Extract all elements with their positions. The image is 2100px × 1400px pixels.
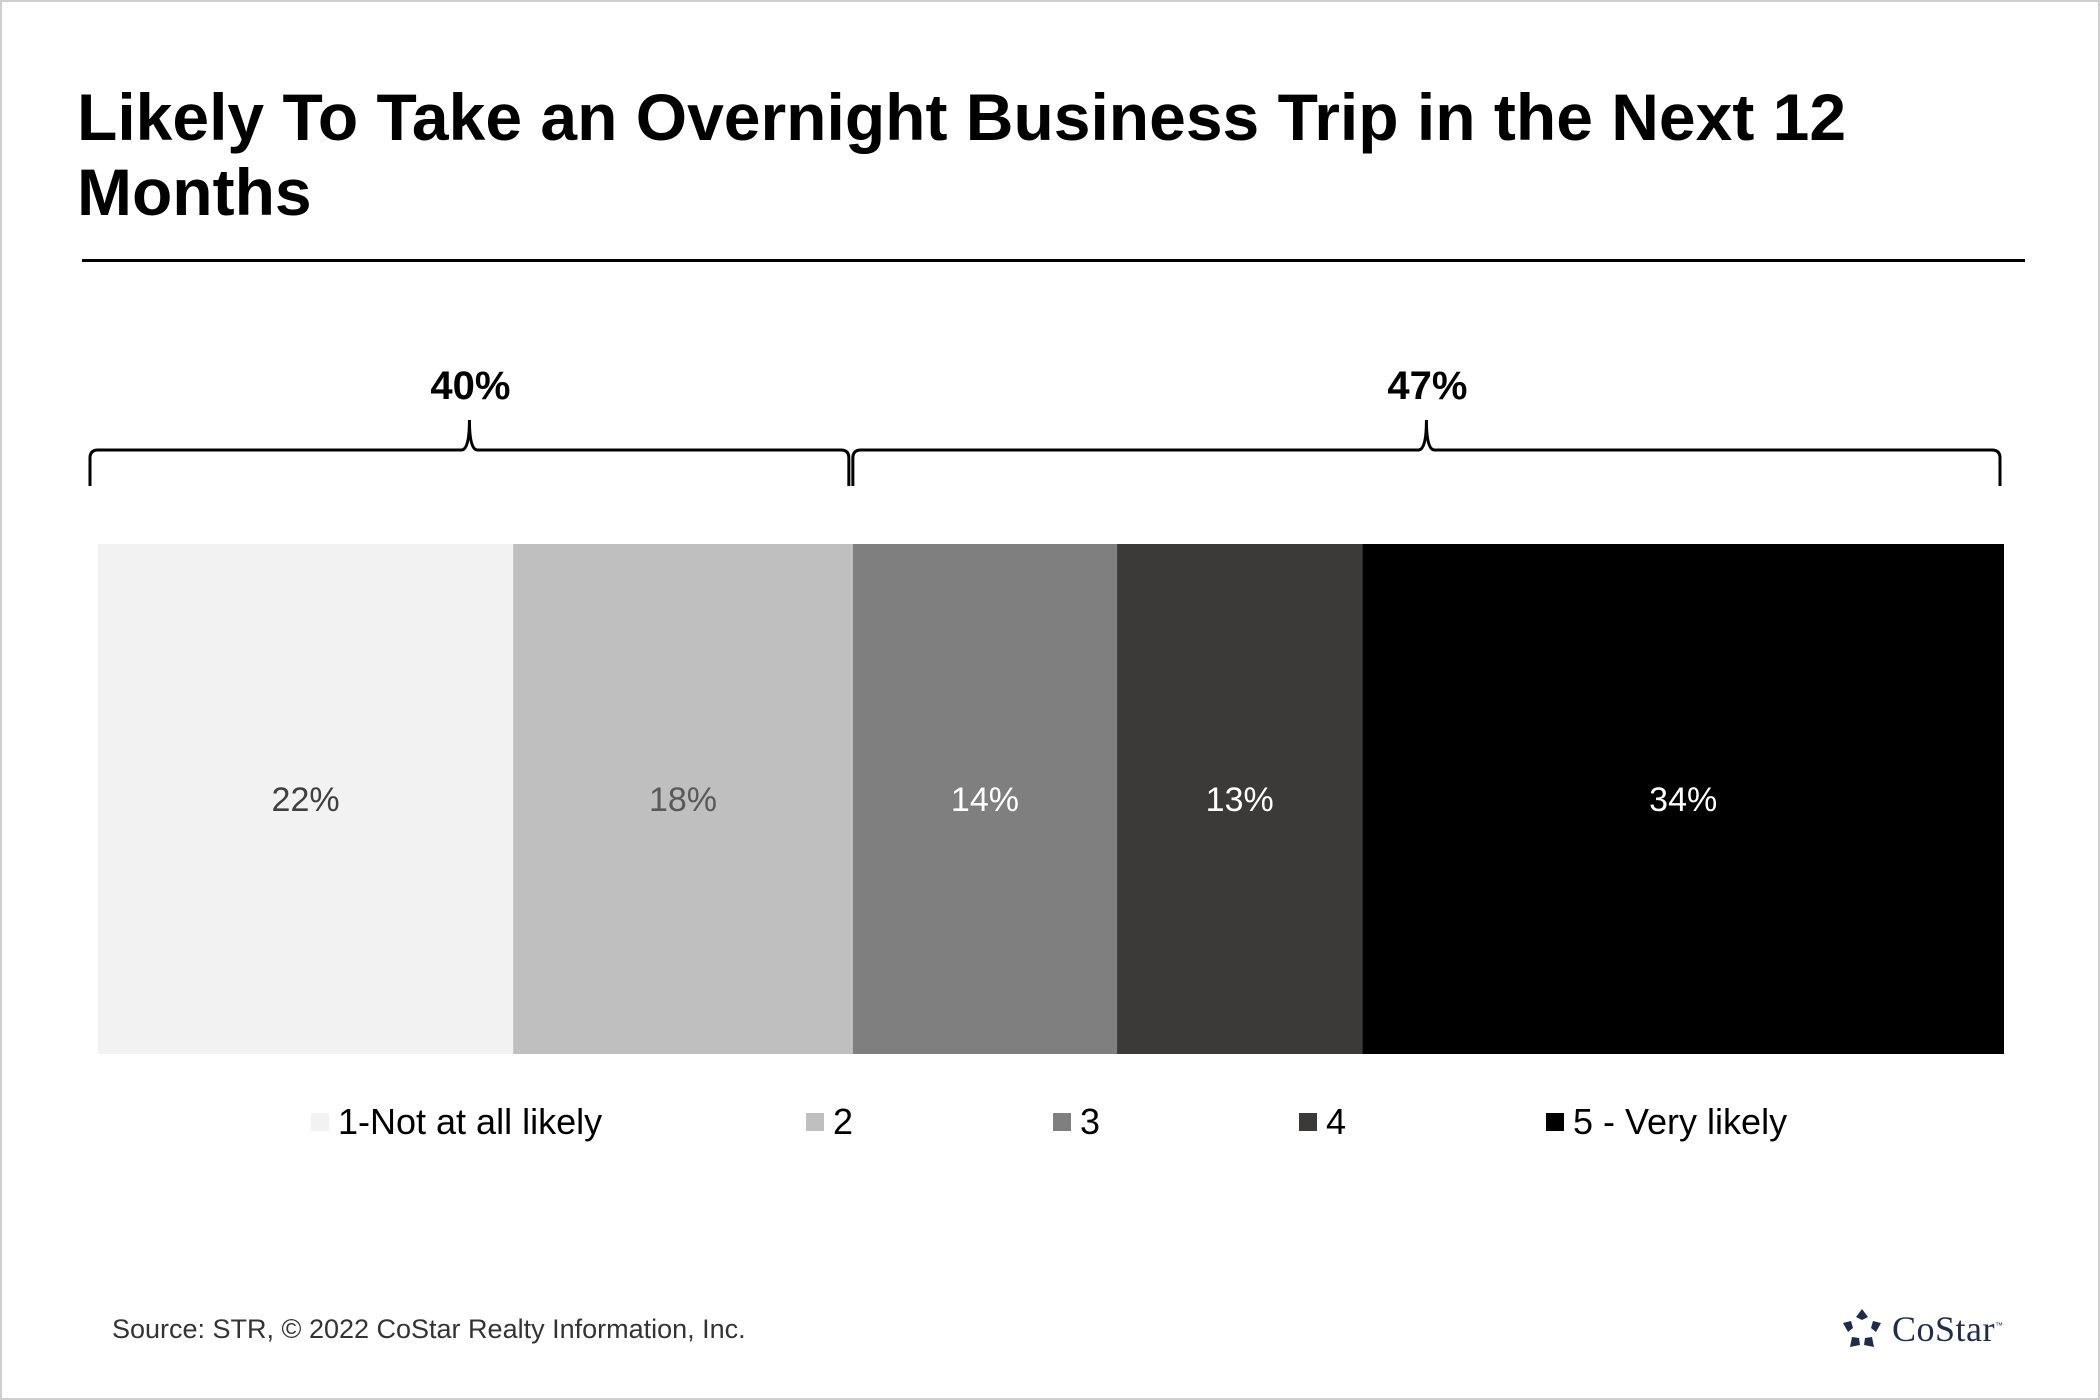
data-label-5: 34% <box>1649 781 1717 819</box>
title-divider <box>82 259 2025 262</box>
legend-label-5: 5 - Very likely <box>1573 1101 1787 1142</box>
legend-label-1: 1-Not at all likely <box>338 1101 602 1142</box>
legend-swatch-4 <box>1299 1113 1317 1131</box>
legend-label-3: 3 <box>1080 1101 1100 1142</box>
legend-swatch-5 <box>1546 1113 1564 1131</box>
data-label-2: 18% <box>649 781 717 819</box>
data-label-1: 22% <box>272 781 340 819</box>
costar-logo: CoStar™ <box>1840 1304 2004 1354</box>
group-brace-1 <box>88 419 851 486</box>
group-total-label-2: 47% <box>1387 364 1467 408</box>
data-label-3: 14% <box>951 781 1019 819</box>
data-label-4: 13% <box>1206 781 1274 819</box>
costar-star-icon <box>1843 1309 1881 1347</box>
legend-label-4: 4 <box>1326 1101 1346 1142</box>
bar-segment-5 <box>1362 544 2004 1054</box>
source-note: Source: STR, © 2022 CoStar Realty Inform… <box>112 1314 746 1344</box>
bar-segment-2 <box>513 544 853 1054</box>
group-total-label-1: 40% <box>430 364 510 408</box>
legend-label-2: 2 <box>833 1101 853 1142</box>
group-brace-2 <box>851 419 2002 486</box>
chart-title: Likely To Take an Overnight Business Tri… <box>77 80 1847 229</box>
legend-swatch-2 <box>806 1113 824 1131</box>
legend-swatch-3 <box>1053 1113 1071 1131</box>
bar-segment-4 <box>1117 544 1363 1054</box>
bar-segment-1 <box>98 544 514 1054</box>
logo-wordmark: CoStar™ <box>1892 1309 2004 1349</box>
bar-segment-3 <box>852 544 1118 1054</box>
legend-swatch-1 <box>311 1113 329 1131</box>
